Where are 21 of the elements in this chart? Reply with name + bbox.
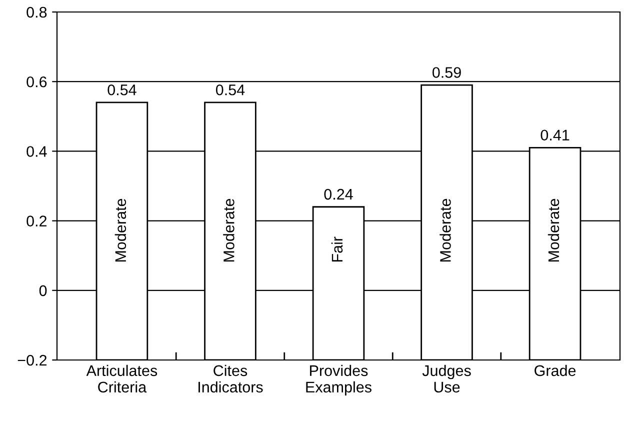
annotation: Moderate	[440, 198, 451, 262]
y-tick-label: 0.2	[26, 216, 47, 226]
y-tick-label: 0	[39, 285, 47, 296]
data-label: 0.24	[324, 188, 353, 200]
x-tick-label: Provides Examples	[306, 364, 372, 396]
data-label: 0.54	[216, 84, 245, 96]
x-tick-label: Grade	[534, 364, 576, 376]
y-tick-label: −0.2	[18, 354, 47, 366]
data-label: 0.41	[540, 130, 570, 141]
x-tick-label: Cites Indicators	[198, 364, 263, 393]
y-tick-label: 0.6	[26, 76, 47, 88]
annotation: Moderate	[548, 198, 560, 262]
data-label: 0.54	[108, 84, 136, 96]
annotation: Moderate	[223, 198, 234, 262]
x-tick-label: Articulates Criteria	[86, 364, 158, 393]
data-label: 0.59	[432, 67, 461, 78]
y-tick-label: 0.8	[26, 6, 47, 18]
x-tick-label: Judges Use	[422, 364, 471, 393]
annotation: Fair	[331, 236, 343, 262]
annotation: Moderate	[114, 198, 126, 262]
y-tick-label: 0.4	[26, 146, 47, 157]
